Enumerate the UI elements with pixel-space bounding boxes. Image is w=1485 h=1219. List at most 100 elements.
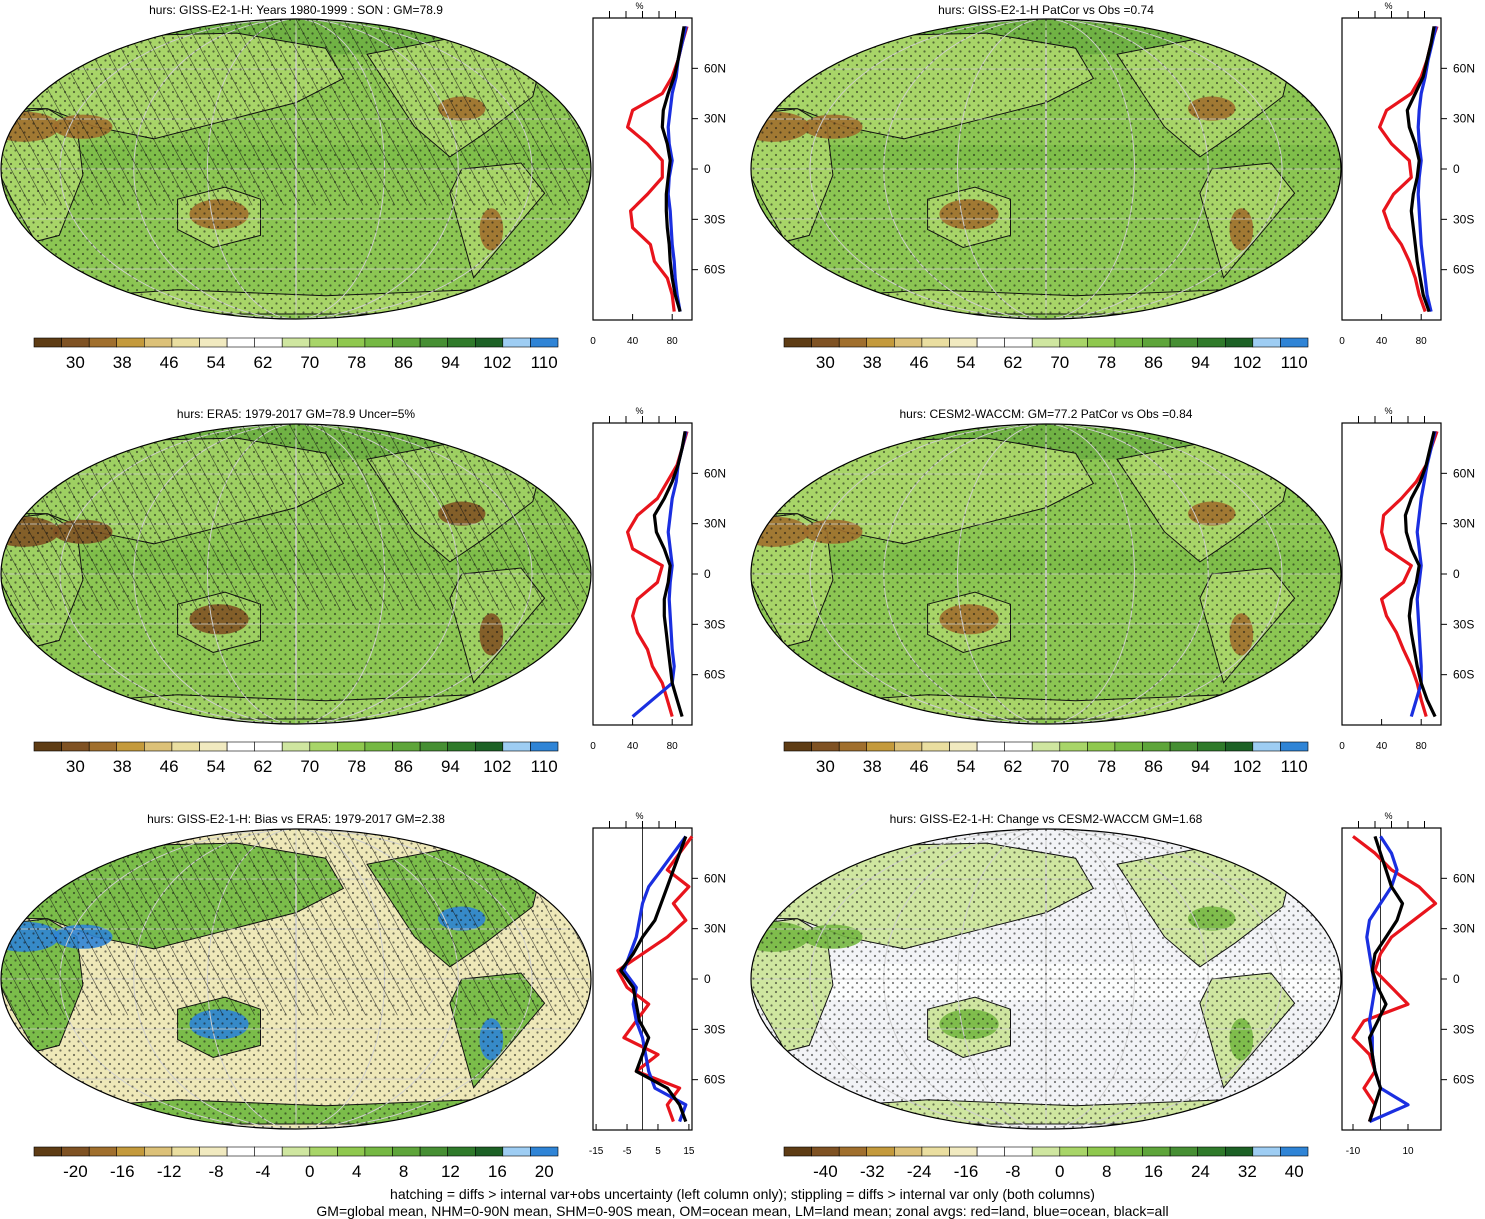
colorbar-swatch bbox=[949, 741, 978, 752]
x-tick-label: 40 bbox=[627, 741, 639, 752]
y-tick-label: 60S bbox=[704, 668, 725, 682]
x-tick-label: 40 bbox=[1376, 741, 1388, 752]
map bbox=[1, 424, 591, 724]
zonal-series-line-3 bbox=[652, 431, 687, 718]
colorbar-tick-label: 94 bbox=[1191, 353, 1210, 372]
percent-unit: % bbox=[636, 811, 644, 821]
colorbar-swatch bbox=[199, 1146, 228, 1157]
percent-unit: % bbox=[1385, 406, 1393, 416]
colorbar-swatch bbox=[530, 1146, 559, 1157]
x-tick-label: -5 bbox=[623, 1146, 632, 1157]
x-tick-label: 0 bbox=[590, 741, 596, 752]
panel-1: hurs: GISS-E2-1-H: Years 1980-1999 : SON… bbox=[0, 1, 726, 372]
colorbar-swatch bbox=[1197, 337, 1226, 348]
colorbar-swatch bbox=[502, 741, 531, 752]
zonal-series-line-3 bbox=[1367, 835, 1405, 1123]
colorbar-swatch bbox=[1059, 337, 1088, 348]
colorbar-tick-label: -16 bbox=[110, 1162, 135, 1181]
panel-5: hurs: GISS-E2-1-H: Bias vs ERA5: 1979-20… bbox=[0, 811, 726, 1181]
colorbar-swatch bbox=[976, 741, 1005, 752]
colorbar-tick-label: 46 bbox=[910, 757, 929, 776]
x-tick-label: 40 bbox=[627, 336, 639, 347]
colorbar-swatch bbox=[254, 1146, 283, 1157]
colorbar-swatch bbox=[392, 337, 421, 348]
colorbar-tick-label: 62 bbox=[253, 757, 272, 776]
colorbar-tick-label: 70 bbox=[300, 353, 319, 372]
colorbar-tick-label: 30 bbox=[816, 353, 835, 372]
zonal-panel: % 0 40 80 60N 30N 0 30S 60S bbox=[1339, 406, 1475, 752]
map-border bbox=[750, 828, 1342, 1130]
colorbar-swatch bbox=[419, 1146, 449, 1157]
colorbar-swatch bbox=[502, 337, 531, 348]
colorbar-tick-label: 70 bbox=[300, 757, 319, 776]
colorbar-swatch bbox=[226, 337, 256, 348]
colorbar-swatch bbox=[474, 337, 504, 348]
colorbar-swatch bbox=[1087, 337, 1116, 348]
colorbar-tick-label: -20 bbox=[63, 1162, 88, 1181]
colorbar-tick-label: 62 bbox=[1003, 353, 1022, 372]
colorbar-swatch bbox=[1169, 741, 1198, 752]
y-tick-label: 60S bbox=[704, 1073, 725, 1087]
colorbar-tick-label: -12 bbox=[157, 1162, 182, 1181]
zonal-panel: % 0 40 80 60N 30N 0 30S 60S bbox=[590, 406, 726, 752]
colorbar-swatch bbox=[1280, 741, 1309, 752]
colorbar-swatch bbox=[144, 337, 173, 348]
colorbar-swatch bbox=[530, 741, 559, 752]
colorbar-swatch bbox=[1225, 337, 1254, 348]
colorbar-tick-label: -32 bbox=[860, 1162, 885, 1181]
colorbar-swatch bbox=[502, 1146, 531, 1157]
colorbar-swatch bbox=[1114, 1146, 1143, 1157]
y-tick-label: 60N bbox=[704, 61, 726, 75]
y-tick-label: 30S bbox=[704, 212, 725, 226]
colorbar-swatch bbox=[838, 1146, 868, 1157]
colorbar-swatch bbox=[364, 337, 393, 348]
colorbar-tick-label: 40 bbox=[1285, 1162, 1304, 1181]
figure-canvas: hurs: GISS-E2-1-H: Years 1980-1999 : SON… bbox=[0, 1, 1475, 1181]
zonal-series-line-1 bbox=[1377, 25, 1439, 313]
colorbar-tick-label: 30 bbox=[816, 757, 835, 776]
colorbar-tick-label: 54 bbox=[957, 757, 976, 776]
colorbar-swatch bbox=[921, 741, 950, 752]
colorbar-swatch bbox=[474, 741, 504, 752]
colorbar-swatch bbox=[392, 1146, 421, 1157]
colorbar-swatch bbox=[1197, 741, 1226, 752]
colorbar-tick-label: 46 bbox=[910, 353, 929, 372]
colorbar-tick-label: 20 bbox=[535, 1162, 554, 1181]
colorbar-tick-label: 78 bbox=[347, 757, 366, 776]
colorbar-swatch bbox=[61, 741, 90, 752]
colorbar-tick-label: 38 bbox=[113, 353, 132, 372]
colorbar-tick-label: 54 bbox=[957, 353, 976, 372]
colorbar-swatch bbox=[1031, 741, 1061, 752]
colorbar-swatch bbox=[838, 741, 868, 752]
colorbar-swatch bbox=[281, 1146, 311, 1157]
colorbar-swatch bbox=[811, 1146, 840, 1157]
colorbar-tick-label: 94 bbox=[1191, 757, 1210, 776]
y-tick-label: 0 bbox=[704, 972, 711, 986]
colorbar-swatch bbox=[866, 741, 895, 752]
colorbar-tick-label: 8 bbox=[1102, 1162, 1111, 1181]
colorbar-swatch bbox=[949, 1146, 978, 1157]
colorbar-tick-label: -24 bbox=[907, 1162, 932, 1181]
colorbar-swatch bbox=[88, 1146, 118, 1157]
y-tick-label: 0 bbox=[704, 567, 711, 581]
colorbar-swatch bbox=[171, 337, 200, 348]
colorbar-swatch bbox=[226, 741, 256, 752]
y-tick-label: 60S bbox=[1453, 263, 1474, 277]
x-tick-label: -10 bbox=[1346, 1146, 1361, 1157]
colorbar-swatch bbox=[144, 1146, 173, 1157]
colorbar-swatch bbox=[337, 337, 366, 348]
panel-title: hurs: GISS-E2-1-H: Bias vs ERA5: 1979-20… bbox=[147, 812, 445, 826]
x-tick-label: 5 bbox=[655, 1146, 661, 1157]
colorbar-swatch bbox=[309, 1146, 338, 1157]
colorbar-swatch bbox=[1087, 1146, 1116, 1157]
colorbar: 30 38 46 54 62 70 78 86 94 102 110 bbox=[33, 741, 559, 776]
colorbar-swatch bbox=[976, 1146, 1005, 1157]
colorbar-tick-label: 38 bbox=[863, 757, 882, 776]
x-tick-label: 80 bbox=[1416, 741, 1428, 752]
colorbar: 30 38 46 54 62 70 78 86 94 102 110 bbox=[783, 741, 1309, 776]
hatching bbox=[1, 424, 591, 611]
x-tick-label: 80 bbox=[667, 741, 679, 752]
colorbar-swatch bbox=[783, 1146, 812, 1157]
y-tick-label: 60N bbox=[704, 466, 726, 480]
